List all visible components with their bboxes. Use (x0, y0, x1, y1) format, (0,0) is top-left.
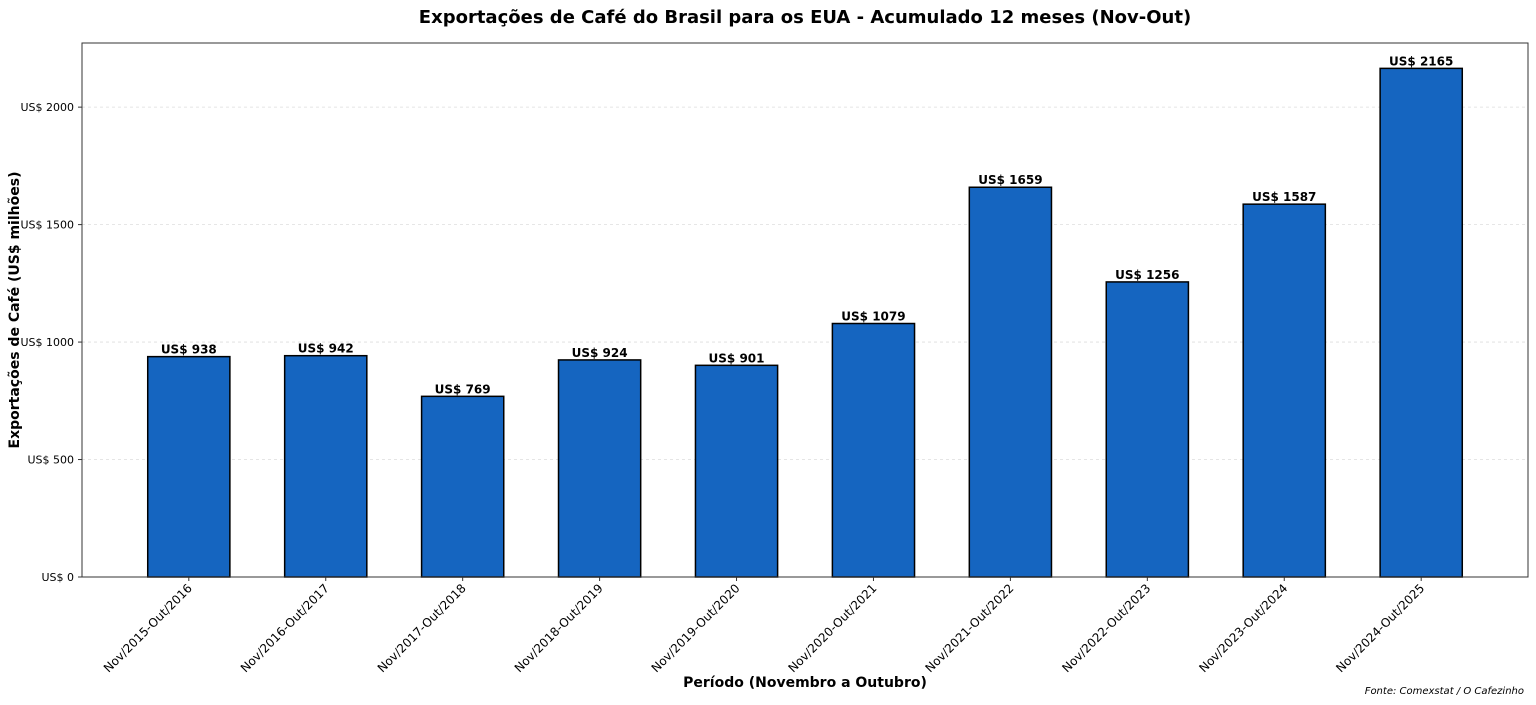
x-tick-label: Nov/2019-Out/2020 (649, 581, 743, 675)
data-label: US$ 1256 (1115, 268, 1179, 282)
bar (1379, 67, 1464, 578)
x-tick-label: Nov/2018-Out/2019 (512, 581, 606, 675)
bar (831, 322, 916, 578)
bar (694, 364, 779, 578)
data-label: US$ 938 (161, 343, 217, 357)
data-label: US$ 942 (298, 342, 354, 356)
source-note: Fonte: Comexstat / O Cafezinho (1365, 686, 1524, 697)
bar (420, 395, 505, 578)
bar (1105, 281, 1190, 578)
x-tick-label: Nov/2021-Out/2022 (922, 581, 1016, 675)
x-tick-label: Nov/2017-Out/2018 (375, 581, 469, 675)
data-label: US$ 769 (435, 382, 491, 396)
y-axis-label: Exportações de Café (US$ milhões) (7, 172, 23, 449)
x-tick-label: Nov/2023-Out/2024 (1196, 581, 1290, 675)
y-tick-label: US$ 500 (27, 454, 74, 467)
data-label: US$ 901 (709, 351, 765, 365)
data-label: US$ 2165 (1389, 54, 1453, 68)
x-axis-label: Período (Novembro a Outubro) (683, 675, 927, 691)
bar (283, 354, 368, 578)
y-tick-label: US$ 1500 (20, 219, 74, 232)
x-tick-label: Nov/2024-Out/2025 (1333, 581, 1427, 675)
plot-frame (81, 42, 1529, 578)
data-label: US$ 1079 (841, 310, 905, 324)
bar (146, 355, 231, 578)
x-tick-label: Nov/2015-Out/2016 (101, 581, 195, 675)
y-tick-label: US$ 0 (41, 571, 74, 584)
x-tick-label: Nov/2020-Out/2021 (786, 581, 880, 675)
data-label: US$ 1659 (978, 173, 1042, 187)
bar (1242, 203, 1327, 578)
bar (557, 359, 642, 578)
y-tick-label: US$ 1000 (20, 336, 74, 349)
data-label: US$ 924 (572, 346, 628, 360)
chart-title: Exportações de Café do Brasil para os EU… (419, 7, 1191, 28)
x-tick-label: Nov/2016-Out/2017 (238, 581, 332, 675)
x-tick-label: Nov/2022-Out/2023 (1059, 581, 1153, 675)
y-tick-label: US$ 2000 (20, 101, 74, 114)
data-label: US$ 1587 (1252, 190, 1316, 204)
bar (968, 186, 1053, 578)
